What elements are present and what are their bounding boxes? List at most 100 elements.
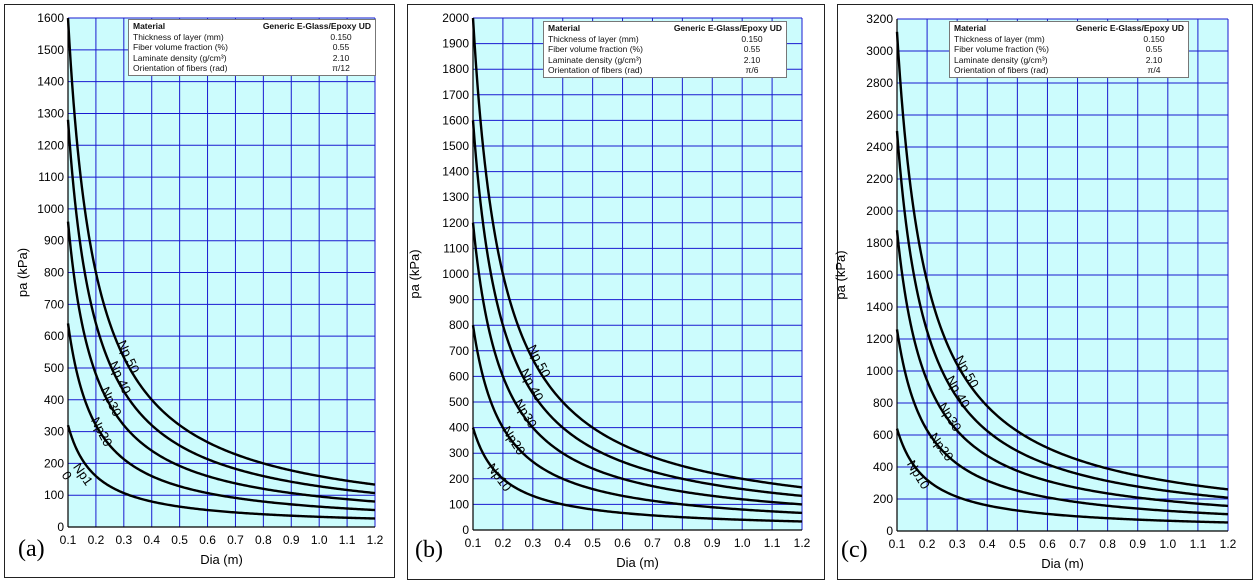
series-line-np50 xyxy=(895,31,1229,491)
y-tick-label: 2600 xyxy=(866,108,893,122)
y-tick-label: 2000 xyxy=(866,204,893,218)
x-axis-title: Dia (m) xyxy=(1041,556,1084,571)
x-tick-label: 0.2 xyxy=(495,536,512,550)
y-tick-label: 300 xyxy=(449,446,469,460)
x-tick-label: 0.3 xyxy=(949,537,966,551)
y-tick-label: 0 xyxy=(57,520,64,534)
y-tick-label: 1200 xyxy=(37,138,64,152)
panel-frame xyxy=(837,4,1253,580)
y-axis-title: pa (kPa) xyxy=(407,249,422,298)
y-tick-label: 400 xyxy=(873,460,893,474)
y-tick-label: 400 xyxy=(449,421,469,435)
info-value: 2.10 xyxy=(1145,54,1163,65)
x-axis-title: Dia (m) xyxy=(200,552,243,567)
info-value: 0.55 xyxy=(332,42,350,52)
y-tick-label: 3200 xyxy=(866,12,893,26)
y-tick-label: 500 xyxy=(44,361,64,375)
y-tick-label: 0 xyxy=(886,524,893,538)
x-tick-label: 0.9 xyxy=(1129,537,1146,551)
y-tick-label: 800 xyxy=(449,318,469,332)
chart-c-svg: 0.1 0.2 0.3 0.4 0.5 0.6 0.7 0.8 0.9 1.0 1.1 1.2 0 200… xyxy=(833,12,1237,571)
x-tick-label: 1.2 xyxy=(1220,537,1237,551)
y-tick-label: 1200 xyxy=(442,216,469,230)
x-tick-label: 1.0 xyxy=(734,536,751,550)
x-tick-label: 1.0 xyxy=(311,533,328,547)
material-key: Material xyxy=(133,21,166,31)
info-key: Orientation of fibers (rad) xyxy=(548,65,643,75)
y-tick-label: 1000 xyxy=(442,267,469,281)
x-tick-label: 0.8 xyxy=(1099,537,1116,551)
info-key: Thickness of layer (mm) xyxy=(954,33,1045,44)
y-axis-title: pa (kPa) xyxy=(833,250,848,299)
info-value: 0.150 xyxy=(1143,33,1165,44)
x-tick-label: 0.5 xyxy=(171,533,188,547)
series-line-np10 xyxy=(895,428,1229,524)
x-tick-label: 0.9 xyxy=(704,536,721,550)
x-tick-label: 1.2 xyxy=(794,536,811,550)
y-tick-label: 200 xyxy=(873,492,893,506)
x-tick-label: 0.3 xyxy=(115,533,132,547)
x-axis-title: Dia (m) xyxy=(616,555,659,570)
info-key: Laminate density (g/cm³) xyxy=(133,52,227,63)
series-line-np50 xyxy=(66,17,376,486)
x-tick-label: 1.1 xyxy=(1190,537,1207,551)
material-value: Generic E-Glass/Epoxy UD xyxy=(1075,23,1184,33)
info-key: Laminate density (g/cm³) xyxy=(954,54,1048,65)
y-tick-label: 1400 xyxy=(37,75,64,89)
chart-panel-c: 0.1 0.2 0.3 0.4 0.5 0.6 0.7 0.8 0.9 1.0 1.1 1.2 0 200… xyxy=(833,0,1255,581)
y-tick-label: 1700 xyxy=(442,88,469,102)
info-key: Orientation of fibers (rad) xyxy=(133,63,228,73)
x-tick-label: 1.2 xyxy=(367,533,384,547)
x-tick-label: 0.8 xyxy=(674,536,691,550)
series-line-np20 xyxy=(895,329,1229,516)
material-info-box: Material Generic E-Glass/Epoxy UD Thickne… xyxy=(128,19,376,76)
y-tick-label: 900 xyxy=(44,234,64,248)
info-key: Thickness of layer (mm) xyxy=(133,31,224,42)
y-tick-label: 1600 xyxy=(442,113,469,127)
x-tick-label: 0.7 xyxy=(644,536,661,550)
y-tick-label: 1000 xyxy=(37,202,64,216)
series-line-np40 xyxy=(471,120,803,498)
y-tick-label: 200 xyxy=(44,456,64,470)
y-tick-label: 600 xyxy=(873,428,893,442)
x-tick-label: 0.1 xyxy=(60,533,77,547)
series-line-np10 xyxy=(471,427,803,523)
y-tick-label: 1000 xyxy=(866,364,893,378)
y-tick-label: 1300 xyxy=(442,190,469,204)
x-tick-label: 0.7 xyxy=(227,533,244,547)
series-line-np10 xyxy=(66,424,376,520)
x-tick-label: 0.6 xyxy=(1039,537,1056,551)
x-tick-label: 0.2 xyxy=(919,537,936,551)
info-key: Fiber volume fraction (%) xyxy=(548,44,643,54)
chart-a-svg: 0.1 0.2 0.3 0.4 0.5 0.6 0.7 0.8 0.9 1.0 1.1 1.2 0 100… xyxy=(15,11,384,567)
info-key: Orientation of fibers (rad) xyxy=(954,65,1049,75)
y-tick-label: 400 xyxy=(44,393,64,407)
x-tick-label: 0.4 xyxy=(979,537,996,551)
series-line-np50 xyxy=(471,17,803,489)
y-tick-label: 2000 xyxy=(442,11,469,25)
x-tick-label: 1.1 xyxy=(764,536,781,550)
y-tick-label: 1100 xyxy=(443,241,469,255)
material-info-box: Material Generic E-Glass/Epoxy UD Thickne… xyxy=(949,21,1189,78)
y-tick-label: 2200 xyxy=(866,172,893,186)
x-tick-label: 0.1 xyxy=(465,536,482,550)
series-line-np40 xyxy=(66,119,376,495)
y-tick-label: 800 xyxy=(873,396,893,410)
y-tick-label: 3000 xyxy=(866,44,893,58)
info-value: π/12 xyxy=(332,63,350,73)
material-value: Generic E-Glass/Epoxy UD xyxy=(262,21,371,31)
info-value: π/6 xyxy=(745,65,759,75)
x-tick-label: 0.9 xyxy=(283,533,300,547)
y-tick-label: 2400 xyxy=(866,140,893,154)
y-tick-label: 1500 xyxy=(442,139,469,153)
x-tick-label: 1.1 xyxy=(339,533,356,547)
y-tick-label: 800 xyxy=(44,266,64,280)
info-value: 0.55 xyxy=(1145,44,1163,54)
y-tick-label: 1600 xyxy=(866,268,893,282)
series-line-np40 xyxy=(895,130,1229,499)
y-tick-label: 500 xyxy=(449,395,469,409)
y-tick-label: 1600 xyxy=(37,11,64,25)
series-line-np20 xyxy=(471,325,803,515)
panel-label: (a) xyxy=(18,536,45,562)
y-tick-label: 0 xyxy=(462,523,469,537)
